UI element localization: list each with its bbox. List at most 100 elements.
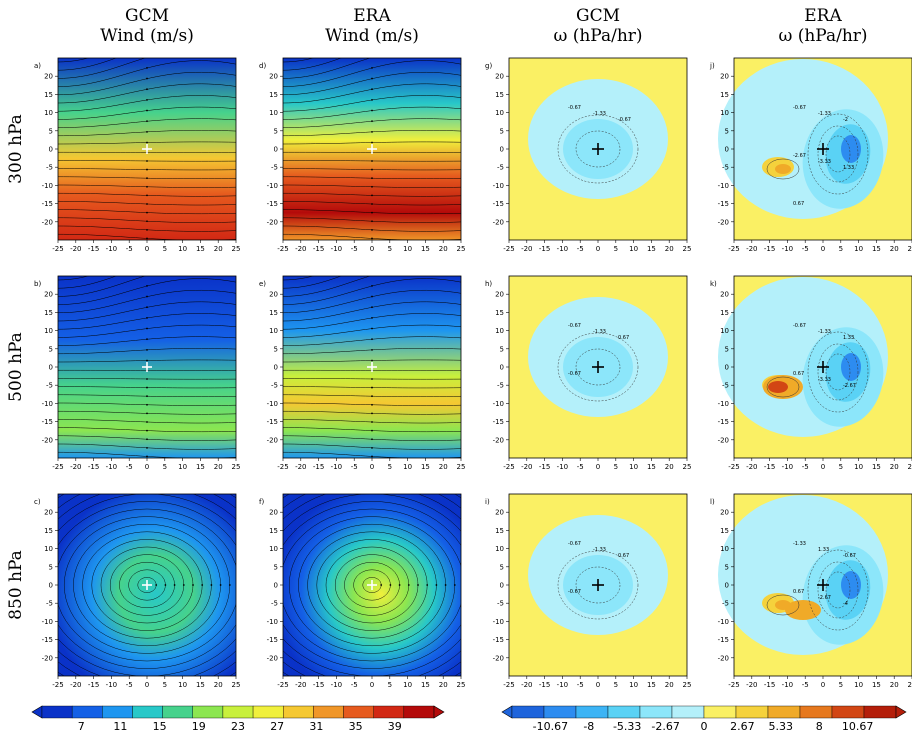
y-tick-label: 0 bbox=[274, 146, 278, 154]
streamline-arrow bbox=[146, 168, 148, 171]
x-tick-label: -25 bbox=[728, 681, 739, 689]
streamline bbox=[283, 324, 461, 338]
y-tick-label: -15 bbox=[493, 200, 504, 208]
y-tick-label: 5 bbox=[49, 345, 53, 353]
streamline-arrow bbox=[146, 386, 148, 389]
x-tick-label: -5 bbox=[351, 463, 358, 471]
panel-f: -25 -20 -15 -10 -5 0 5 10 15 20 25 20 15 10 5 0 -5 -10 -15… bbox=[259, 493, 465, 689]
y-tick-label: -10 bbox=[493, 618, 504, 626]
y-tick-label: 5 bbox=[49, 127, 53, 135]
y-tick-label: 5 bbox=[725, 563, 729, 571]
x-tick-label: -15 bbox=[539, 463, 550, 471]
streamline bbox=[58, 443, 236, 450]
y-tick-label: 15 bbox=[720, 91, 729, 99]
omega-contour bbox=[575, 348, 621, 386]
streamline-arrow bbox=[146, 412, 148, 415]
y-tick-label: -10 bbox=[718, 618, 729, 626]
contour-label: -0.67 bbox=[568, 105, 581, 111]
y-tick-label: 5 bbox=[49, 563, 53, 571]
streamline-arrow bbox=[146, 284, 148, 287]
contour-label: -2 bbox=[843, 117, 848, 123]
streamline bbox=[283, 141, 461, 145]
streamline-arrow bbox=[146, 130, 148, 133]
y-tick-label: -5 bbox=[722, 382, 729, 390]
streamline-arrow bbox=[426, 584, 429, 586]
panel-letter: b) bbox=[34, 280, 41, 288]
streamline bbox=[283, 402, 461, 406]
panel-frame bbox=[282, 275, 462, 459]
streamline-arrow bbox=[146, 338, 148, 341]
x-tick-label: 5 bbox=[614, 463, 618, 471]
y-tick-label: -15 bbox=[718, 418, 729, 426]
streamline-arrow bbox=[371, 316, 373, 319]
x-tick-label: -25 bbox=[52, 245, 63, 253]
y-tick-label: -20 bbox=[267, 436, 278, 444]
contour-label: 1.33 bbox=[843, 165, 854, 171]
y-tick-label: -20 bbox=[493, 218, 504, 226]
streamline-arrow bbox=[371, 412, 373, 415]
streamline bbox=[58, 217, 236, 223]
streamline-arrow bbox=[146, 203, 148, 205]
y-tick-label: 5 bbox=[725, 345, 729, 353]
streamline-arrow bbox=[453, 584, 456, 586]
x-tick-label: 0 bbox=[145, 463, 149, 471]
panel-frame bbox=[57, 493, 237, 677]
streamline bbox=[283, 276, 342, 289]
colorbar-swatch bbox=[799, 705, 833, 719]
y-tick-label: -10 bbox=[267, 618, 278, 626]
streamline-arrow bbox=[371, 46, 373, 48]
y-tick-label: -10 bbox=[718, 400, 729, 408]
streamline-arrow bbox=[155, 584, 158, 586]
panel-k: -0.67 -1.33 1.33 0.67 -3.33 -2.67 -25 -20 -15 -10… bbox=[710, 275, 912, 471]
streamline bbox=[58, 348, 236, 355]
streamlines bbox=[58, 58, 236, 240]
x-tick-label: 20 bbox=[890, 245, 899, 253]
x-tick-label: 10 bbox=[403, 245, 412, 253]
x-tick-label: -10 bbox=[106, 245, 117, 253]
y-tick-label: -20 bbox=[267, 218, 278, 226]
y-tick-label: 20 bbox=[44, 291, 53, 299]
x-tick-label: 0 bbox=[596, 463, 600, 471]
omega-contour bbox=[817, 125, 859, 183]
streamline bbox=[283, 233, 461, 240]
streamline bbox=[283, 58, 342, 71]
column-title-line2: Wind (m/s) bbox=[100, 26, 194, 46]
x-tick-label: 25 bbox=[457, 463, 466, 471]
x-tick-label: 15 bbox=[647, 681, 656, 689]
colorbar-swatch bbox=[222, 705, 254, 719]
colorbar-label: 19 bbox=[192, 720, 206, 733]
omega-region bbox=[841, 135, 861, 163]
streamline bbox=[58, 301, 236, 322]
streamline-arrow bbox=[371, 359, 373, 362]
streamline bbox=[283, 290, 461, 314]
x-tick-label: 10 bbox=[178, 681, 187, 689]
y-tick-label: 20 bbox=[269, 509, 278, 517]
x-tick-label: 10 bbox=[178, 463, 187, 471]
colorbar-label: 15 bbox=[153, 720, 167, 733]
colorbar-swatch bbox=[543, 705, 577, 719]
y-tick-label: 15 bbox=[44, 91, 53, 99]
streamline bbox=[58, 336, 236, 346]
colorbar-swatch bbox=[863, 705, 897, 719]
y-tick-label: -20 bbox=[718, 218, 729, 226]
contour-label: -0.67 bbox=[793, 105, 806, 111]
x-tick-label: -15 bbox=[313, 681, 324, 689]
streamline-arrow bbox=[371, 378, 373, 380]
contour-label: -2.67 bbox=[793, 153, 806, 159]
streamline-arrow bbox=[182, 584, 185, 586]
column-title-line1: GCM bbox=[576, 6, 620, 26]
streamline bbox=[58, 276, 89, 281]
omega-contour bbox=[557, 332, 639, 402]
x-tick-label: 5 bbox=[388, 245, 392, 253]
streamline-arrow bbox=[371, 160, 373, 162]
panel-letter: c) bbox=[34, 498, 41, 506]
streamline-arrow bbox=[371, 66, 373, 69]
x-tick-label: -15 bbox=[88, 245, 99, 253]
x-tick-label: 10 bbox=[854, 245, 863, 253]
colorbar-swatch bbox=[403, 705, 435, 719]
x-tick-label: -5 bbox=[802, 681, 809, 689]
omega-contour bbox=[766, 158, 800, 180]
colorbar-label: 11 bbox=[113, 720, 127, 733]
colorbar-swatch bbox=[102, 705, 133, 719]
streamline-arrow bbox=[146, 98, 148, 101]
